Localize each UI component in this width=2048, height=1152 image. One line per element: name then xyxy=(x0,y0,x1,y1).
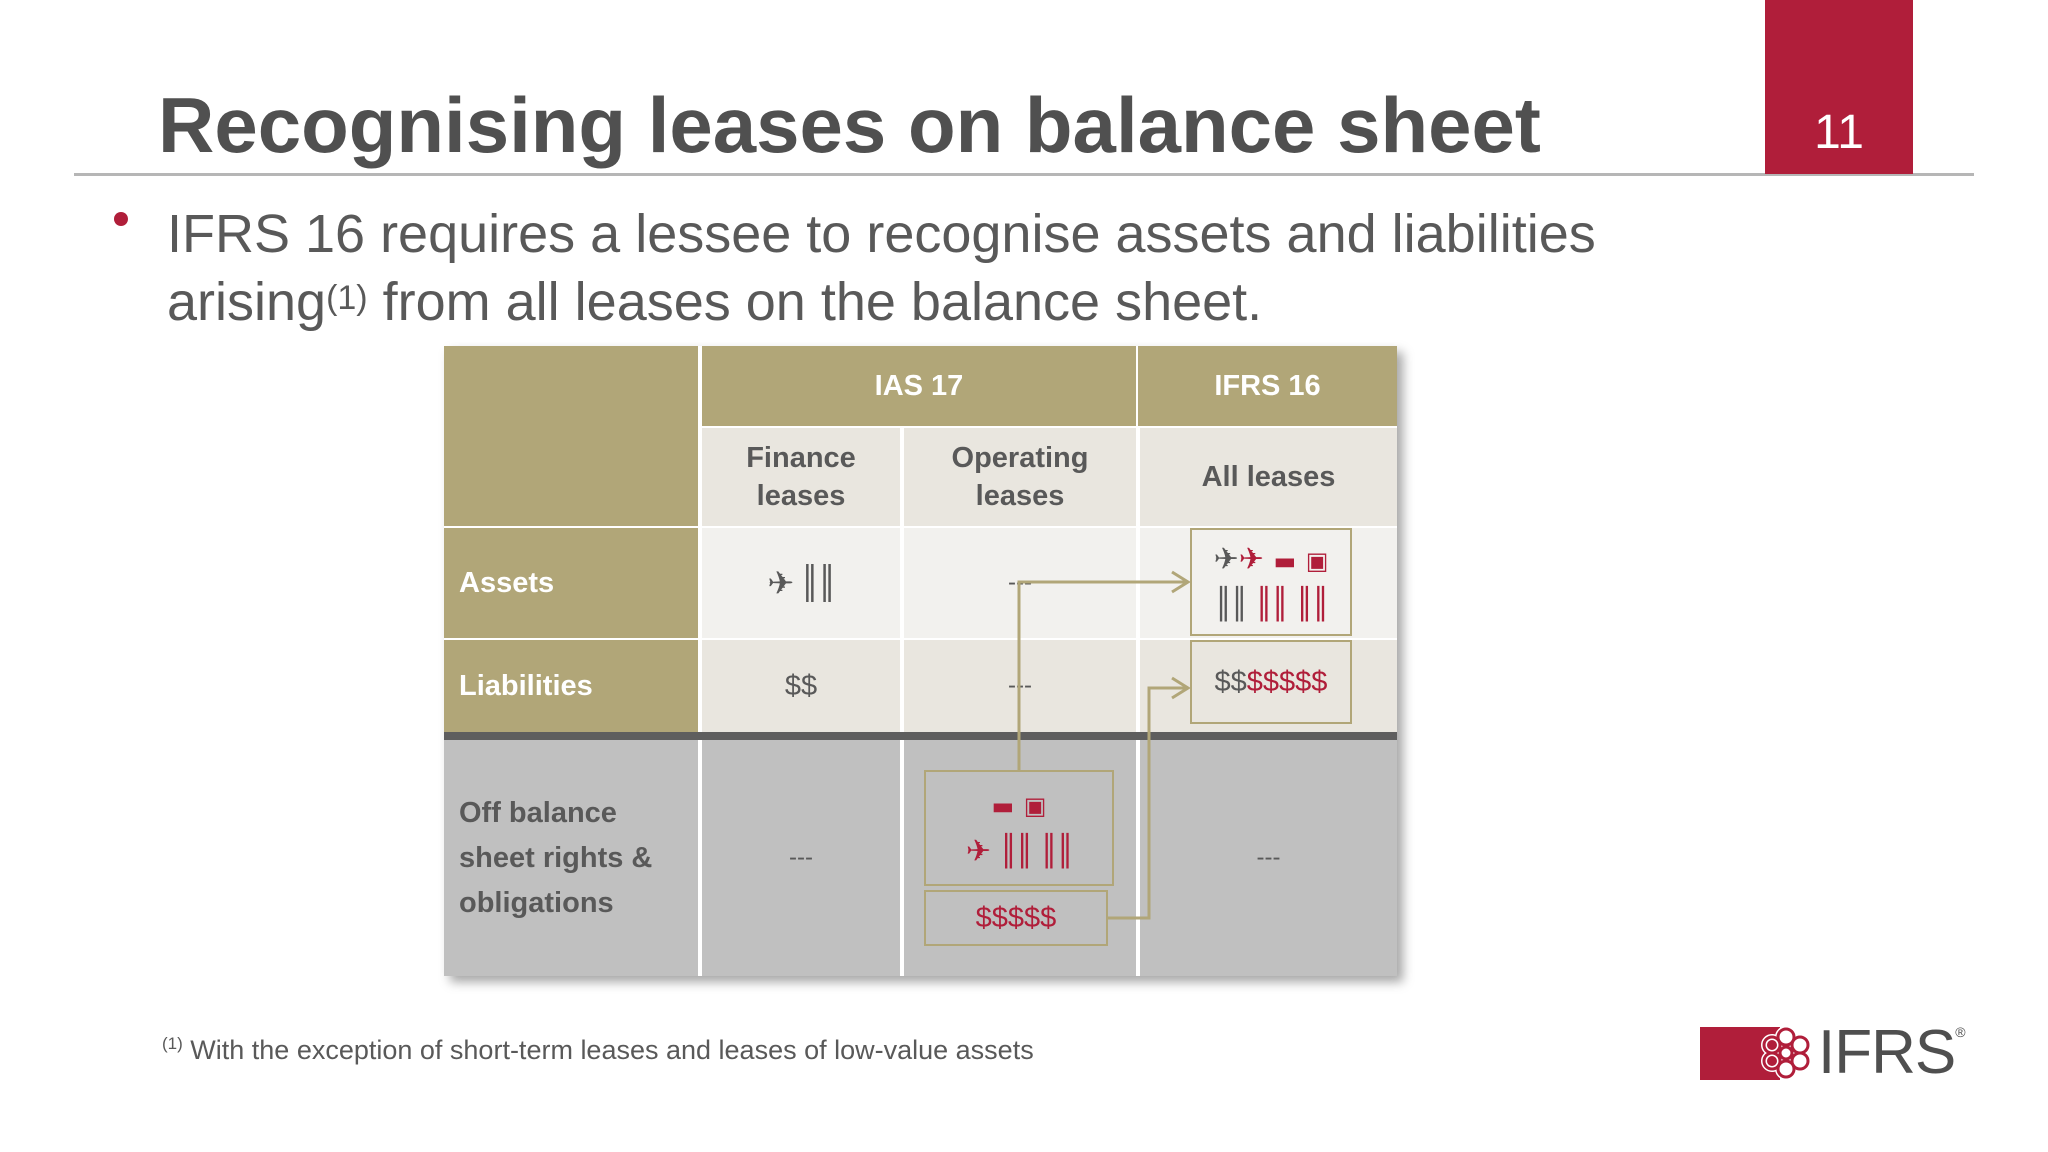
airplane-icon: ✈ xyxy=(1213,541,1239,577)
header-ifrs16: IFRS 16 xyxy=(1138,346,1397,426)
car-icon: ▬ xyxy=(1273,546,1297,575)
slide-title: Recognising leases on balance sheet xyxy=(158,81,1541,169)
bullet-footnote-ref: (1) xyxy=(326,279,368,317)
building-icon: ║║ xyxy=(1214,586,1248,622)
row-header-off-balance: Off balance sheet rights & obligations xyxy=(444,740,700,976)
subheader-finance-leases: Finance leases xyxy=(702,428,902,526)
footnote-text: With the exception of short-term leases … xyxy=(182,1035,1034,1065)
operating-liabilities-cell: --- xyxy=(904,640,1138,732)
title-underline xyxy=(74,173,1974,176)
operating-off-balance-cell xyxy=(904,740,1138,976)
airplane-icon: ✈ xyxy=(1238,541,1264,577)
finance-off-balance-cell: --- xyxy=(702,740,902,976)
bus-icon: ▣ xyxy=(1023,791,1047,820)
operating-off-money: $$$$$ xyxy=(975,901,1057,934)
transfer-arrows xyxy=(1017,570,1191,920)
flower-logo-icon xyxy=(1761,1026,1811,1080)
ifrs-logo: IFRS ® xyxy=(1700,1022,1966,1084)
balance-sheet-divider xyxy=(444,732,1397,740)
car-icon: ▬ xyxy=(991,791,1015,820)
building-icon: ║║ xyxy=(1254,586,1289,622)
logo-text: IFRS xyxy=(1818,1018,1956,1087)
arrow-liabilities-head xyxy=(1171,676,1191,700)
bullet-line2-end: from all leases on the balance sheet. xyxy=(367,272,1263,332)
airplane-icon: ✈ xyxy=(767,564,795,602)
finance-assets-cell: ✈ ║║ xyxy=(702,528,902,638)
ifrs-assets-buildings: ║║ ║║ ║║ xyxy=(1214,583,1330,627)
bullet-line1: IFRS 16 requires a lessee to recognise a… xyxy=(167,204,1596,264)
footnote-marker: (1) xyxy=(162,1034,183,1053)
finance-liabilities-cell: $$ xyxy=(702,640,902,732)
bullet-line2-start: arising xyxy=(167,272,327,332)
row-header-liabilities: Liabilities xyxy=(444,640,700,732)
page-number: 11 xyxy=(1814,106,1864,159)
building-icon: ║║ xyxy=(800,564,837,602)
table-corner xyxy=(444,346,700,526)
building-icon: ║║ xyxy=(1040,833,1074,869)
airplane-icon: ✈ xyxy=(965,833,991,869)
building-icon: ║║ xyxy=(999,833,1033,869)
arrow-assets-head xyxy=(1171,570,1191,594)
lease-comparison-table: IAS 17 IFRS 16 Finance leases Operating … xyxy=(444,346,1397,976)
ifrs-assets-box: ✈✈ ▬ ▣ ║║ ║║ ║║ xyxy=(1190,528,1352,636)
logo-registered-mark: ® xyxy=(1955,1024,1966,1040)
operating-off-vehicles: ▬ ▣ xyxy=(992,782,1047,829)
building-icon: ║║ xyxy=(1295,586,1330,622)
ifrs-assets-vehicles: ✈✈ ▬ ▣ xyxy=(1214,538,1329,583)
arrow-liabilities-path xyxy=(1108,686,1186,920)
ifrs-liabilities-new: $$$$$ xyxy=(1246,665,1328,698)
operating-off-assets-box: ▬ ▣ ✈ ║║ ║║ xyxy=(924,770,1114,886)
ifrs-liabilities-existing: $$ xyxy=(1214,665,1247,698)
bus-icon: ▣ xyxy=(1305,546,1329,575)
header-ias17: IAS 17 xyxy=(702,346,1138,426)
subheader-operating-leases: Operating leases xyxy=(904,428,1138,526)
subheader-all-leases: All leases xyxy=(1140,428,1397,526)
row-header-assets: Assets xyxy=(444,528,700,638)
bullet-dot xyxy=(114,212,128,226)
footnote: (1) With the exception of short-term lea… xyxy=(162,1034,1034,1066)
bullet-text: IFRS 16 requires a lessee to recognise a… xyxy=(167,200,1727,336)
operating-off-money-box: $$$$$ xyxy=(924,890,1108,946)
operating-off-assets: ✈ ║║ ║║ xyxy=(965,829,1074,875)
ifrs-liabilities-box: $$ $$$$$ xyxy=(1190,640,1352,724)
page-number-box: 11 xyxy=(1765,0,1913,174)
ifrs-off-balance-cell: --- xyxy=(1140,740,1397,976)
arrow-assets-path xyxy=(1017,580,1186,770)
